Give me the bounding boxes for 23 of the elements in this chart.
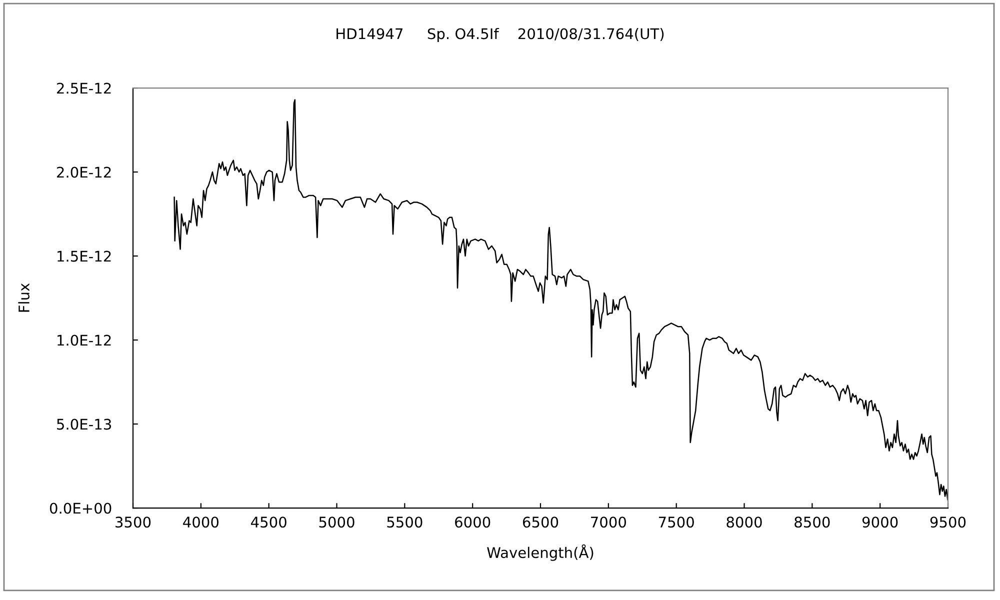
x-tick-label: 8000 xyxy=(726,516,762,528)
x-tick-label: 9500 xyxy=(930,516,966,528)
x-tick-label: 4500 xyxy=(250,516,286,528)
x-tick-label: 4000 xyxy=(183,516,219,528)
x-tick-label: 6500 xyxy=(522,516,558,528)
x-tick-label: 7500 xyxy=(658,516,694,528)
y-tick-label: 0.0E+00 xyxy=(50,502,112,514)
x-tick-label: 5000 xyxy=(319,516,354,528)
x-axis-title: Wavelength(Å) xyxy=(487,544,594,561)
y-tick-label: 2.0E-12 xyxy=(57,166,111,178)
x-tick-label: 7000 xyxy=(591,516,626,528)
x-tick-label: 9000 xyxy=(862,516,898,528)
x-tick-label: 3500 xyxy=(116,516,151,528)
x-tick-label: 5500 xyxy=(387,516,422,528)
x-tick-label: 6000 xyxy=(455,516,490,528)
y-tick-label: 1.5E-12 xyxy=(58,250,111,262)
y-tick-label: 2.5E-12 xyxy=(57,82,111,94)
y-tick-label: 5.0E-13 xyxy=(57,418,111,430)
line-series xyxy=(174,99,948,500)
x-tick-label: 8500 xyxy=(794,516,830,528)
y-axis-title: Flux xyxy=(18,283,30,312)
y-tick-label: 1.0E-12 xyxy=(58,334,111,346)
chart-title: HD14947 Sp. O4.5If 2010/08/31.764(UT) xyxy=(336,28,664,42)
